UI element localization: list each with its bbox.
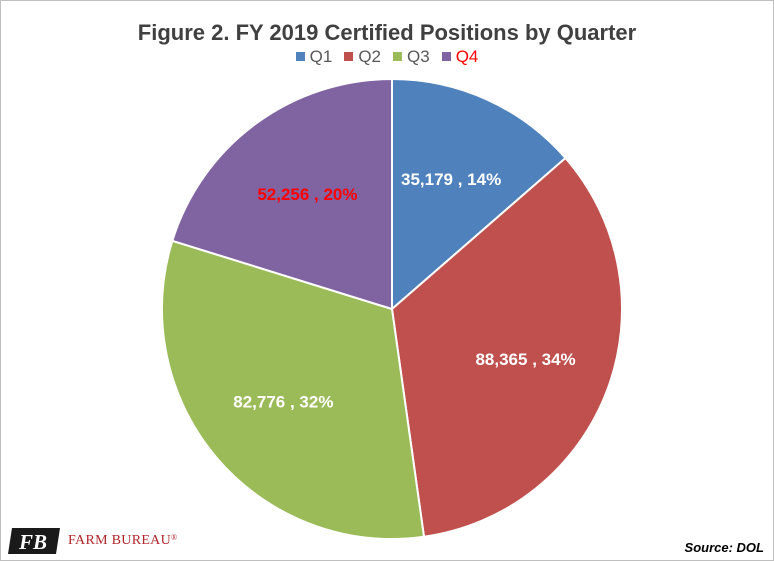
legend-swatch-q4 — [441, 52, 451, 61]
legend-label-q4: Q4 — [455, 47, 479, 66]
legend-label-q1: Q1 — [309, 47, 333, 66]
pie-slice-q4 — [171, 77, 393, 311]
pie-slice-q1 — [391, 77, 567, 312]
farm-bureau-logo-mark: FB — [8, 528, 60, 554]
data-label-q2: 88,365 , 34% — [475, 350, 575, 369]
legend-item-q1: Q1 — [295, 47, 333, 67]
legend-item-q2: Q2 — [344, 47, 381, 67]
legend-swatch-q1 — [295, 52, 305, 61]
legend-item-q3: Q3 — [393, 47, 430, 67]
data-label-q3: 82,776 , 32% — [233, 392, 333, 411]
pie-slice-q3 — [161, 239, 426, 540]
logo-wordmark: FARM BUREAU® — [68, 533, 178, 548]
legend-item-q4: Q4 — [441, 47, 479, 67]
data-label-q4: 52,256 , 20% — [257, 185, 357, 204]
farm-bureau-logo: FB FARM BUREAU® — [6, 526, 177, 556]
legend-label-q2: Q2 — [358, 47, 381, 66]
legend-swatch-q3 — [393, 52, 402, 61]
legend-label-q3: Q3 — [407, 47, 430, 66]
pie-slice-q2 — [390, 156, 623, 538]
data-label-q1: 35,179 , 14% — [401, 170, 501, 189]
legend-swatch-q2 — [344, 52, 354, 61]
logo-mark-letters: FB — [18, 530, 47, 554]
source-note: Source: DOL — [684, 540, 764, 555]
chart-title: Figure 2. FY 2019 Certified Positions by… — [137, 20, 637, 45]
chart-legend: Q1 Q2 Q3 Q4 — [0, 47, 774, 67]
